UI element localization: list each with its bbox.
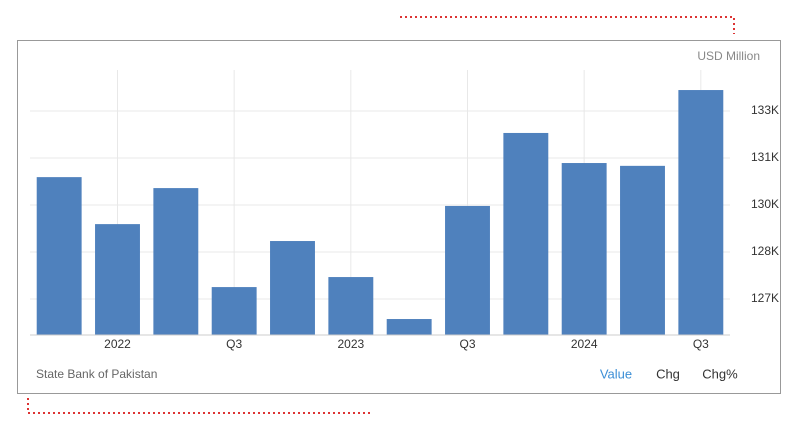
bar: [270, 241, 315, 335]
bar: [561, 163, 607, 335]
x-tick-label: 2023: [337, 337, 364, 351]
y-tick-label: 133K: [751, 103, 779, 117]
x-tick-label: Q3: [459, 337, 475, 351]
y-tick-label: 127K: [751, 291, 779, 305]
x-tick-label: 2024: [571, 337, 598, 351]
bar: [386, 319, 432, 335]
x-tick-label: Q3: [226, 337, 242, 351]
tab-button[interactable]: Chg: [656, 366, 680, 381]
bar: [328, 277, 374, 335]
bar: [503, 132, 549, 335]
tab-button[interactable]: Value: [600, 366, 632, 381]
bar: [445, 205, 490, 335]
x-tick-label: 2022: [104, 337, 131, 351]
bar: [95, 224, 140, 335]
chart-frame: [17, 40, 781, 394]
y-tick-label: 130K: [751, 197, 779, 211]
decor-line: [400, 16, 735, 34]
bar: [620, 165, 665, 335]
bar: [211, 287, 257, 335]
tab-button[interactable]: Chg%: [702, 366, 738, 381]
source-label: State Bank of Pakistan: [36, 367, 157, 381]
x-tick-label: Q3: [693, 337, 709, 351]
decor-line: [27, 398, 370, 414]
y-tick-label: 128K: [751, 244, 779, 258]
y-tick-label: 131K: [751, 150, 779, 164]
unit-label: USD Million: [697, 49, 760, 63]
bar: [36, 177, 82, 335]
bar: [153, 188, 199, 335]
bar: [678, 90, 724, 336]
